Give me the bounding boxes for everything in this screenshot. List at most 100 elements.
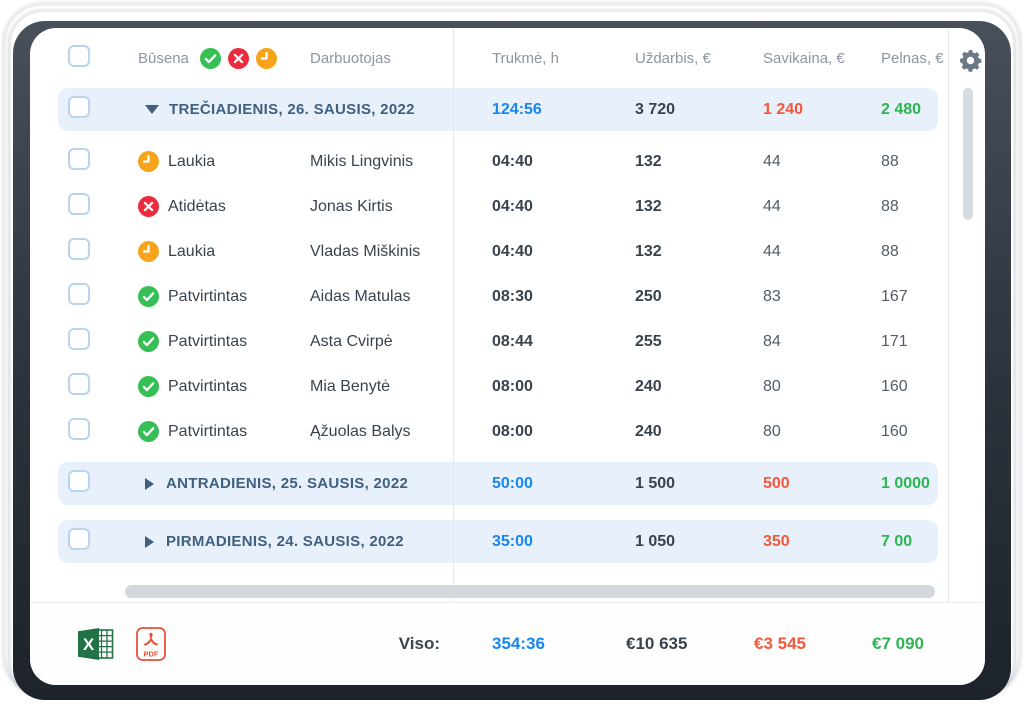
settings-gear-button[interactable]: [958, 48, 983, 73]
row-cost: 80: [763, 422, 781, 440]
group-row[interactable]: PIRMADIENIS, 24. SAUSIS, 2022 35:00 1 050 3…: [58, 520, 938, 563]
row-cost: 80: [763, 377, 781, 395]
row-profit: 160: [881, 377, 908, 395]
group-duration: 50:00: [492, 474, 533, 492]
group-duration: 124:56: [492, 100, 542, 118]
group-select-checkbox[interactable]: [68, 528, 90, 550]
employee-name: Jonas Kirtis: [310, 197, 393, 215]
row-select-checkbox[interactable]: [68, 283, 90, 305]
table-row: Patvirtintas Asta Cvirpė 08:44 255 84 171: [58, 319, 938, 364]
group-select-checkbox[interactable]: [68, 96, 90, 118]
row-profit: 171: [881, 332, 908, 350]
select-all-checkbox[interactable]: [68, 45, 90, 67]
approved-status-filter-icon[interactable]: [199, 47, 221, 69]
status-label: Laukia: [168, 242, 216, 260]
status-label: Patvirtintas: [168, 377, 248, 395]
row-duration: 08:44: [492, 332, 533, 350]
group-title: TREČIADIENIS, 26. SAUSIS, 2022: [169, 101, 415, 118]
clock-circle-icon: [255, 47, 277, 69]
row-select-checkbox[interactable]: [68, 193, 90, 215]
row-duration: 04:40: [492, 197, 533, 215]
row-select-checkbox[interactable]: [68, 418, 90, 440]
row-duration: 08:00: [492, 422, 533, 440]
totals-row: Viso: 354:36 €10 635 €3 545 €7 090: [58, 603, 938, 685]
employee-name: Ąžuolas Balys: [310, 422, 411, 440]
row-earnings: 132: [635, 152, 662, 170]
clock-circle-icon: [138, 241, 159, 262]
waiting-status-filter-icon[interactable]: [255, 47, 277, 69]
export-pdf-button[interactable]: PDF: [136, 627, 166, 661]
totals-footer: X PDF Viso: 354:36 €10 635 €3 545 €7 090: [30, 602, 985, 685]
row-earnings: 250: [635, 287, 662, 305]
row-cost: 84: [763, 332, 781, 350]
table-body: TREČIADIENIS, 26. SAUSIS, 2022 124:56 3 72…: [30, 88, 985, 563]
row-earnings: 240: [635, 422, 662, 440]
row-select-checkbox[interactable]: [68, 328, 90, 350]
excel-file-icon: X: [78, 628, 114, 660]
check-circle-icon: [199, 47, 221, 69]
pdf-file-icon: PDF: [136, 627, 166, 661]
row-cost: 44: [763, 242, 781, 260]
row-profit: 160: [881, 422, 908, 440]
group-title: ANTRADIENIS, 25. SAUSIS, 2022: [166, 475, 409, 492]
export-excel-button[interactable]: X: [78, 627, 114, 661]
row-earnings: 240: [635, 377, 662, 395]
row-profit: 88: [881, 152, 899, 170]
row-select-checkbox[interactable]: [68, 238, 90, 260]
status-label: Atidėtas: [168, 197, 226, 215]
table-row: Patvirtintas Mia Benytė 08:00 240 80 160: [58, 364, 938, 409]
table-row: Laukia Vladas Miškinis 04:40 132 44 88: [58, 229, 938, 274]
employee-name: Mia Benytė: [310, 377, 391, 395]
waiting-status-icon: [138, 151, 159, 172]
table-row: Laukia Mikis Lingvinis 04:40 132 44 88: [58, 139, 938, 184]
row-profit: 88: [881, 197, 899, 215]
svg-text:PDF: PDF: [144, 650, 159, 659]
table-header: Būsena Darbuotojas Trukmė, h Uždarbis, €…: [58, 28, 944, 88]
row-profit: 88: [881, 242, 899, 260]
cost-column-label[interactable]: Savikaina, €: [763, 49, 845, 67]
triangle-down-icon[interactable]: [145, 105, 159, 114]
row-duration: 04:40: [492, 152, 533, 170]
triangle-right-icon[interactable]: [145, 477, 154, 490]
group-cost: 500: [763, 474, 790, 492]
table-row: Patvirtintas Aidas Matulas 08:30 250 83 167: [58, 274, 938, 319]
group-earnings: 1 500: [635, 474, 676, 492]
horizontal-scrollbar[interactable]: [125, 585, 935, 598]
check-circle-icon: [138, 376, 159, 397]
profit-column-label[interactable]: Pelnas, €: [881, 49, 944, 67]
group-row[interactable]: TREČIADIENIS, 26. SAUSIS, 2022 124:56 3 72…: [58, 88, 938, 131]
row-select-checkbox[interactable]: [68, 373, 90, 395]
row-cost: 44: [763, 152, 781, 170]
x-circle-icon: [227, 47, 249, 69]
triangle-right-icon[interactable]: [145, 535, 154, 548]
status-label: Laukia: [168, 152, 216, 170]
rejected-status-filter-icon[interactable]: [227, 47, 249, 69]
rejected-status-icon: [138, 196, 159, 217]
approved-status-icon: [138, 286, 159, 307]
employee-name: Aidas Matulas: [310, 287, 411, 305]
duration-column-label[interactable]: Trukmė, h: [492, 49, 559, 67]
approved-status-icon: [138, 376, 159, 397]
earnings-column-label[interactable]: Uždarbis, €: [635, 49, 711, 67]
status-label: Patvirtintas: [168, 422, 248, 440]
employee-column-label[interactable]: Darbuotojas: [310, 49, 391, 67]
approved-status-icon: [138, 421, 159, 442]
row-cost: 44: [763, 197, 781, 215]
vertical-scrollbar[interactable]: [963, 88, 973, 220]
row-earnings: 132: [635, 197, 662, 215]
row-duration: 08:30: [492, 287, 533, 305]
status-label: Patvirtintas: [168, 287, 248, 305]
total-duration: 354:36: [492, 634, 545, 653]
status-column-label[interactable]: Būsena: [138, 49, 189, 67]
total-earnings: €10 635: [626, 634, 688, 653]
row-duration: 08:00: [492, 377, 533, 395]
group-select-checkbox[interactable]: [68, 470, 90, 492]
row-profit: 167: [881, 287, 908, 305]
employee-name: Asta Cvirpė: [310, 332, 393, 350]
group-cost: 1 240: [763, 100, 804, 118]
table-row: Atidėtas Jonas Kirtis 04:40 132 44 88: [58, 184, 938, 229]
row-select-checkbox[interactable]: [68, 148, 90, 170]
group-title: PIRMADIENIS, 24. SAUSIS, 2022: [166, 533, 404, 550]
group-row[interactable]: ANTRADIENIS, 25. SAUSIS, 2022 50:00 1 500 5…: [58, 462, 938, 505]
